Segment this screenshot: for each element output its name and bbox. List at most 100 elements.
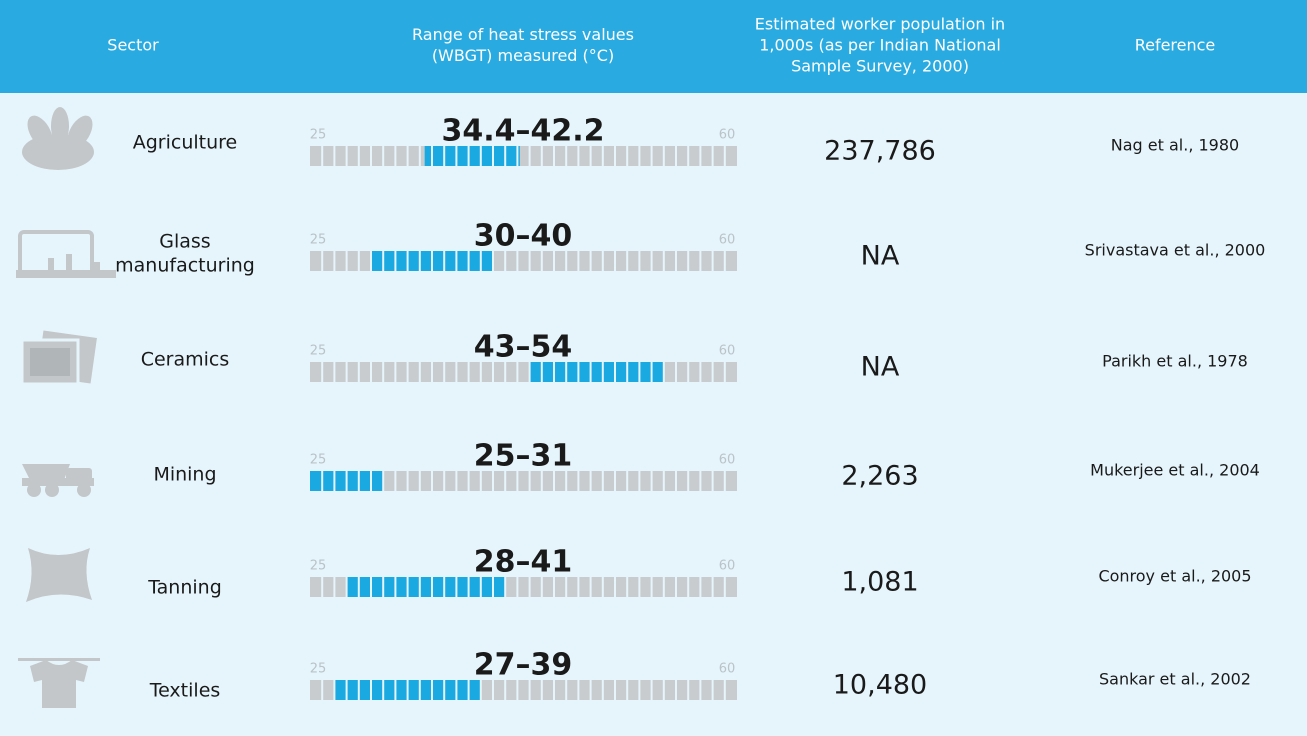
- cell-gap: [614, 471, 616, 491]
- cell-gap: [443, 362, 446, 382]
- cell-gap: [333, 251, 336, 271]
- cell-gap: [479, 251, 482, 271]
- cell-gap: [687, 680, 690, 700]
- cell-gap: [638, 251, 641, 271]
- cell-gap: [394, 251, 397, 271]
- cell-gap: [723, 362, 726, 382]
- population: 1,081: [841, 567, 918, 598]
- icon-mining: [22, 464, 94, 497]
- cell-gap: [504, 680, 507, 700]
- cell-gap: [589, 146, 592, 166]
- cell-gap: [492, 146, 494, 166]
- cell-gap: [345, 146, 348, 166]
- cell-gap: [443, 680, 446, 700]
- cell-gap: [699, 471, 702, 491]
- cell-gap: [455, 577, 458, 597]
- cell-gap: [589, 362, 592, 382]
- cell-gap: [601, 471, 604, 491]
- cell-gap: [528, 680, 531, 700]
- range-bar: [529, 362, 664, 382]
- sector-name: Mining: [153, 464, 216, 486]
- cell-gap: [382, 471, 385, 491]
- population: 2,263: [841, 461, 918, 492]
- scale-min: 25: [310, 128, 327, 143]
- cell-gap: [662, 362, 665, 382]
- cell-gap: [455, 362, 458, 382]
- cell-gap: [370, 577, 372, 597]
- cell-gap: [345, 362, 348, 382]
- cell-gap: [382, 146, 385, 166]
- range-label: 34.4–42.2: [441, 114, 604, 149]
- cell-gap: [626, 251, 629, 271]
- cell-gap: [406, 471, 409, 491]
- cell-gap: [662, 680, 665, 700]
- cell-gap: [553, 146, 555, 166]
- cell-gap: [553, 471, 555, 491]
- cell-gap: [675, 362, 677, 382]
- cell-gap: [577, 577, 580, 597]
- cell-gap: [711, 251, 714, 271]
- cell-gap: [675, 471, 677, 491]
- range-label: 43–54: [474, 330, 573, 365]
- scale-max: 60: [719, 344, 736, 359]
- cell-gap: [577, 251, 580, 271]
- cell-gap: [492, 680, 494, 700]
- cell-gap: [589, 680, 592, 700]
- sector-name: Agriculture: [133, 132, 238, 154]
- sector-name: Textiles: [149, 680, 221, 702]
- cell-gap: [406, 146, 409, 166]
- cell-gap: [443, 471, 446, 491]
- cell-gap: [431, 251, 433, 271]
- range-label: 27–39: [474, 648, 573, 683]
- cell-gap: [528, 362, 531, 382]
- cell-gap: [540, 680, 543, 700]
- scale-max: 60: [719, 559, 736, 574]
- cell-gap: [455, 471, 458, 491]
- reference: Parikh et al., 1978: [1102, 352, 1248, 371]
- cell-gap: [699, 146, 702, 166]
- cell-gap: [345, 251, 348, 271]
- cell-gap: [699, 577, 702, 597]
- cell-gap: [357, 146, 360, 166]
- icons: [16, 107, 116, 708]
- sector-name: Glass: [159, 231, 210, 253]
- cell-gap: [418, 362, 421, 382]
- cell-gap: [431, 146, 433, 166]
- cell-gap: [504, 471, 507, 491]
- cell-gap: [675, 251, 677, 271]
- cell-gap: [333, 471, 336, 491]
- cell-gap: [601, 362, 604, 382]
- cell-gap: [357, 680, 360, 700]
- scale-min: 25: [310, 559, 327, 574]
- population: NA: [861, 352, 900, 383]
- cell-gap: [345, 471, 348, 491]
- range-label: 30–40: [474, 219, 573, 254]
- cell-gap: [479, 362, 482, 382]
- cell-gap: [443, 251, 446, 271]
- scale-track: [310, 362, 737, 382]
- cell-gap: [345, 577, 348, 597]
- cell-gap: [638, 471, 641, 491]
- cell-gap: [662, 146, 665, 166]
- cell-gap: [467, 146, 470, 166]
- cell-gap: [601, 146, 604, 166]
- icon-ceramics: [20, 330, 97, 386]
- cell-gap: [711, 362, 714, 382]
- reference: Nag et al., 1980: [1111, 136, 1239, 155]
- cell-gap: [565, 471, 568, 491]
- cell-gap: [492, 251, 494, 271]
- cell-gap: [614, 251, 616, 271]
- cell-gap: [675, 680, 677, 700]
- cell-gap: [431, 680, 433, 700]
- cell-gap: [638, 577, 641, 597]
- cell-gap: [687, 577, 690, 597]
- cell-gap: [357, 362, 360, 382]
- sector-name: Ceramics: [141, 349, 230, 371]
- cell-gap: [638, 680, 641, 700]
- cell-gap: [553, 680, 555, 700]
- scale-min: 25: [310, 233, 327, 248]
- cell-gap: [516, 362, 519, 382]
- cell-gap: [431, 577, 433, 597]
- cell-gap: [711, 471, 714, 491]
- cell-gap: [406, 577, 409, 597]
